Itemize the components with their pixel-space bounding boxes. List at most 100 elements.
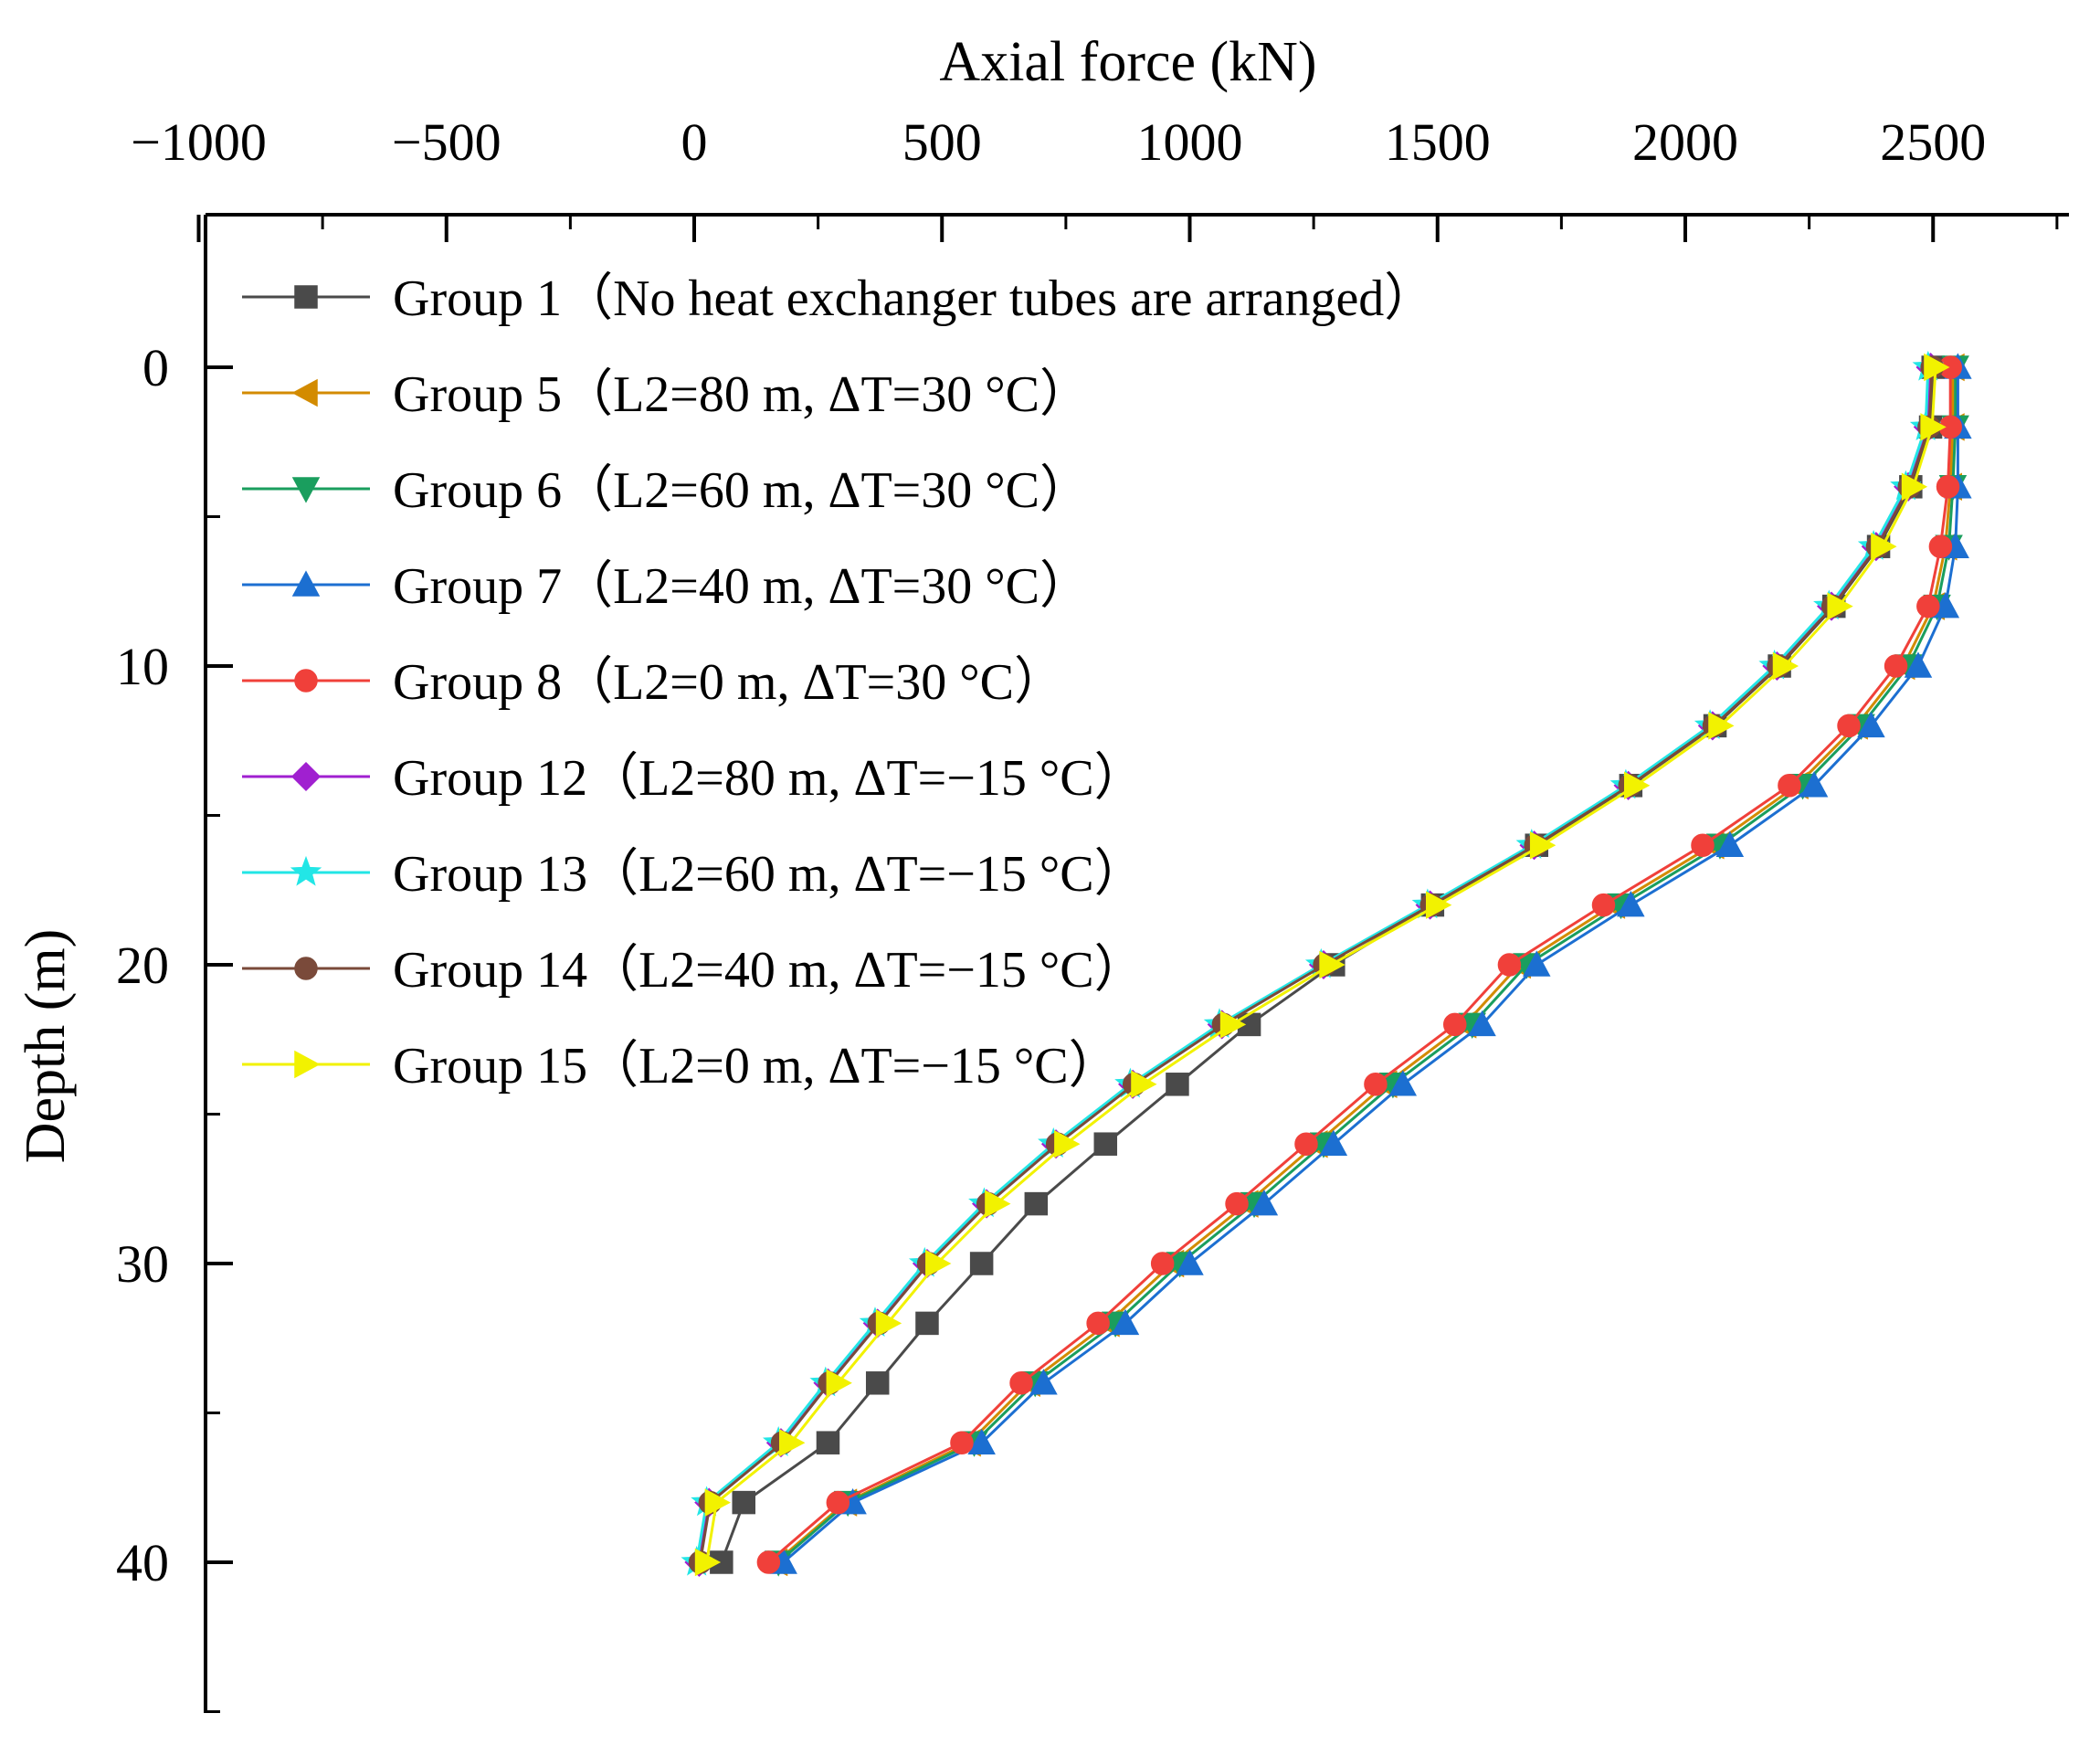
data-point — [1054, 1129, 1081, 1158]
legend-label: Group 5（L2=80 m, ΔT=30 °C） — [393, 366, 1091, 423]
data-point — [1916, 594, 1940, 619]
data-point — [969, 1252, 994, 1275]
data-point — [816, 1431, 840, 1454]
data-point — [694, 1548, 722, 1577]
data-point — [1294, 1132, 1318, 1156]
data-point — [1857, 711, 1885, 738]
data-point — [1920, 413, 1947, 441]
data-point — [1219, 1010, 1247, 1039]
data-point — [1928, 534, 1953, 558]
legend-item: Group 15（L2=0 m, ΔT=−15 °C） — [242, 1038, 1120, 1095]
data-point — [1708, 712, 1735, 740]
data-point — [1715, 830, 1745, 857]
data-point — [1166, 1073, 1189, 1096]
legend-label: Group 1（No heat exchanger tubes are arra… — [393, 270, 1435, 327]
data-point — [1319, 950, 1345, 979]
legend-marker — [294, 669, 318, 693]
data-point — [1426, 891, 1452, 919]
legend-item: Group 5（L2=80 m, ΔT=30 °C） — [242, 366, 1091, 423]
data-point — [1901, 472, 1928, 502]
legend-label: Group 6（L2=60 m, ΔT=30 °C） — [393, 462, 1091, 519]
legend-marker — [291, 477, 321, 503]
data-point — [1591, 893, 1616, 917]
data-point — [1936, 475, 1960, 499]
data-point — [865, 1371, 890, 1395]
x-tick-label: 2500 — [1880, 112, 1986, 172]
legend-marker — [294, 1050, 321, 1079]
data-point — [1617, 891, 1645, 917]
data-point — [1029, 1369, 1058, 1395]
legend-item: Group 14（L2=40 m, ΔT=−15 °C） — [242, 942, 1145, 999]
data-point — [756, 1550, 781, 1574]
data-point — [826, 1369, 852, 1398]
x-axis-title: Axial force (kN) — [939, 31, 1316, 93]
data-point — [826, 1490, 850, 1515]
data-point — [1442, 1012, 1467, 1037]
legend-label: Group 14（L2=40 m, ΔT=−15 °C） — [393, 942, 1145, 999]
data-point — [1884, 654, 1908, 678]
legend-label: Group 7（L2=40 m, ΔT=30 °C） — [393, 558, 1091, 615]
legend-item: Group 13（L2=60 m, ΔT=−15 °C） — [242, 846, 1145, 903]
x-tick-label: 1000 — [1137, 112, 1243, 172]
data-point — [985, 1190, 1011, 1218]
data-point — [1827, 592, 1853, 620]
x-tick-label: −500 — [392, 112, 501, 172]
series-layer — [681, 350, 1972, 1578]
legend-marker — [291, 378, 318, 407]
data-point — [1871, 532, 1897, 561]
data-point — [732, 1490, 755, 1515]
data-point — [1024, 1191, 1049, 1216]
legend-label: Group 8（L2=0 m, ΔT=30 °C） — [393, 654, 1065, 711]
data-point — [1799, 771, 1829, 798]
data-point — [704, 1488, 731, 1517]
x-axis-ticks: −1000 −500 0 500 1000 1500 2000 2500 — [131, 112, 2059, 242]
x-tick-label: 500 — [902, 112, 982, 172]
legend-label: Group 13（L2=60 m, ΔT=−15 °C） — [393, 846, 1145, 903]
legend-item: Group 12（L2=80 m, ΔT=−15 °C） — [242, 750, 1145, 807]
legend-label: Group 12（L2=80 m, ΔT=−15 °C） — [393, 750, 1145, 807]
data-point — [950, 1431, 974, 1454]
data-point — [1131, 1070, 1157, 1099]
data-point — [779, 1428, 806, 1457]
legend-item: Group 7（L2=40 m, ΔT=30 °C） — [242, 558, 1091, 615]
x-tick-label: 2000 — [1632, 112, 1738, 172]
data-point — [1319, 1129, 1348, 1156]
x-tick-label: 0 — [681, 112, 708, 172]
legend-marker — [294, 285, 318, 309]
legend-item: Group 1（No heat exchanger tubes are arra… — [242, 270, 1435, 327]
data-point — [875, 1309, 902, 1338]
legend-marker — [290, 761, 322, 792]
y-axis-title: Depth (m) — [15, 929, 77, 1164]
data-point — [1468, 1010, 1496, 1037]
data-point — [1924, 353, 1950, 382]
y-tick-label: 20 — [116, 936, 169, 995]
series-group-15 — [694, 353, 1950, 1577]
data-point — [1225, 1191, 1249, 1216]
data-point — [1364, 1073, 1388, 1096]
y-tick-label: 0 — [142, 338, 169, 397]
data-point — [967, 1428, 996, 1454]
data-point — [1150, 1252, 1175, 1275]
legend: Group 1（No heat exchanger tubes are arra… — [242, 270, 1435, 1095]
legend-item: Group 8（L2=0 m, ΔT=30 °C） — [242, 654, 1065, 711]
y-axis-ticks: 0 10 20 30 40 — [116, 338, 233, 1713]
data-point — [1522, 950, 1551, 977]
y-tick-label: 30 — [116, 1234, 169, 1294]
data-point — [925, 1249, 952, 1278]
x-tick-label: 1500 — [1385, 112, 1491, 172]
data-point — [1624, 771, 1651, 800]
data-point — [1176, 1249, 1204, 1275]
x-tick-label: −1000 — [131, 112, 267, 172]
data-point — [1111, 1308, 1140, 1336]
data-point — [1837, 714, 1861, 738]
data-point — [1250, 1190, 1279, 1216]
data-point — [1086, 1311, 1110, 1336]
data-point — [1691, 833, 1715, 857]
data-point — [915, 1311, 939, 1336]
data-point — [1778, 774, 1801, 798]
y-tick-label: 40 — [116, 1533, 169, 1592]
legend-marker — [290, 855, 322, 886]
data-point — [1772, 651, 1799, 681]
plot-area: −1000 −500 0 500 1000 1500 2000 2500 0 10 20 30 40 — [116, 112, 2069, 1713]
